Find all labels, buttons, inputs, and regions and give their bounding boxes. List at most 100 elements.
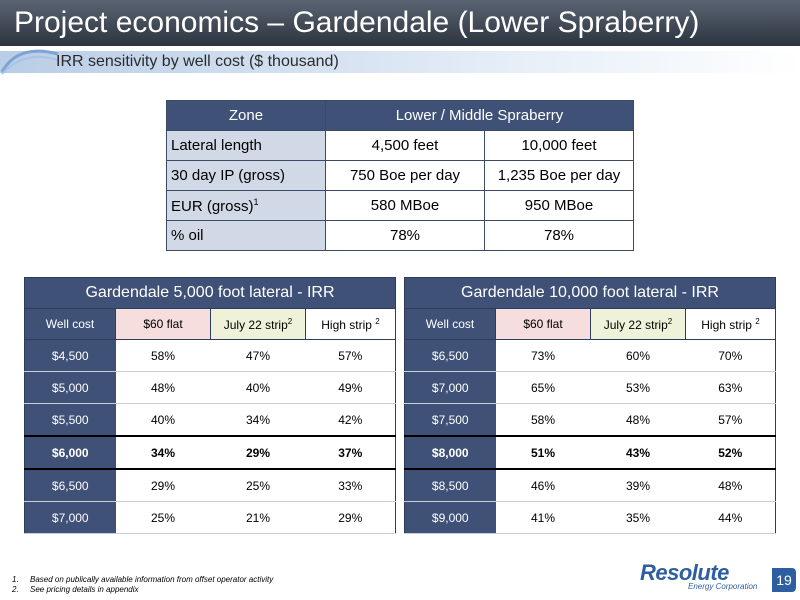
well-cost-cell: $6,500 — [404, 339, 496, 372]
col-well-cost: Well cost — [24, 308, 116, 340]
footnote-number: 1. — [12, 575, 19, 584]
irr-cell: 39% — [590, 469, 686, 502]
zone-header-value: Lower / Middle Spraberry — [325, 100, 634, 131]
col-high-strip-text: High strip — [701, 317, 752, 332]
irr-cell: 63% — [685, 371, 776, 404]
well-cost-cell: $6,000 — [24, 435, 116, 470]
swirl-decoration-icon — [0, 49, 59, 75]
well-cost-cell: $5,500 — [24, 403, 116, 437]
irr-cell: 73% — [495, 339, 591, 372]
table-row-highlighted: $8,000 51% 43% 52% — [404, 435, 776, 470]
irr-cell: 46% — [495, 469, 591, 502]
logo-wordmark: Resolute — [640, 560, 729, 585]
zone-row: % oil 78% 78% — [166, 220, 634, 251]
irr-table-title: Gardendale 5,000 foot lateral - IRR — [24, 277, 396, 309]
table-row: $8,500 46% 39% 48% — [404, 469, 776, 502]
irr-cell: 41% — [495, 501, 591, 534]
footnote-marker: 2 — [755, 316, 760, 326]
irr-cell: 25% — [115, 501, 211, 534]
footnote-marker: 2 — [375, 316, 380, 326]
zone-row-label-text: EUR (gross) — [171, 197, 254, 215]
irr-header-row: Well cost $60 flat July 22 strip2 High s… — [404, 308, 776, 340]
irr-cell: 29% — [115, 469, 211, 502]
footnotes: 1. Based on publically available informat… — [12, 575, 273, 595]
irr-table-title: Gardendale 10,000 foot lateral - IRR — [404, 277, 776, 309]
irr-cell: 21% — [210, 501, 306, 534]
col-july-strip-text: July 22 strip — [603, 317, 668, 332]
col-60-flat: $60 flat — [495, 308, 591, 340]
zone-table-header: Zone Lower / Middle Spraberry — [166, 100, 634, 131]
zone-row: Lateral length 4,500 feet 10,000 feet — [166, 130, 634, 161]
table-row: $9,000 41% 35% 44% — [404, 501, 776, 534]
irr-cell: 53% — [590, 371, 686, 404]
col-high-strip-text: High strip — [321, 317, 372, 332]
table-row-highlighted: $6,000 34% 29% 37% — [24, 435, 396, 470]
zone-cell: 1,235 Boe per day — [484, 160, 634, 191]
irr-cell: 58% — [115, 339, 211, 372]
irr-cell: 65% — [495, 371, 591, 404]
logo-subtitle: Energy Corporation — [688, 582, 758, 591]
col-july-strip: July 22 strip2 — [590, 308, 686, 340]
subtitle-band — [0, 51, 800, 73]
irr-cell: 57% — [305, 339, 396, 372]
irr-cell: 34% — [115, 435, 211, 470]
resolute-logo: Resolute Energy Corporation — [640, 562, 775, 592]
irr-cell: 43% — [590, 435, 686, 470]
zone-row: 30 day IP (gross) 750 Boe per day 1,235 … — [166, 160, 634, 191]
irr-cell: 42% — [305, 403, 396, 437]
irr-cell: 48% — [115, 371, 211, 404]
irr-cell: 48% — [590, 403, 686, 437]
irr-cell: 37% — [305, 435, 396, 470]
col-july-strip: July 22 strip2 — [210, 308, 306, 340]
irr-cell: 33% — [305, 469, 396, 502]
zone-table: Zone Lower / Middle Spraberry Lateral le… — [166, 100, 634, 251]
zone-cell: 950 MBoe — [484, 190, 634, 221]
footnote-marker: 1 — [253, 196, 259, 207]
irr-cell: 70% — [685, 339, 776, 372]
col-60-flat: $60 flat — [115, 308, 211, 340]
zone-row-label-text: 30 day IP (gross) — [171, 167, 285, 184]
zone-cell: 78% — [325, 220, 485, 251]
irr-table-5000: Gardendale 5,000 foot lateral - IRR Well… — [24, 277, 396, 534]
footnote-marker: 2 — [287, 316, 293, 326]
subtitle: IRR sensitivity by well cost ($ thousand… — [56, 53, 339, 70]
subtitle-bar: IRR sensitivity by well cost ($ thousand… — [0, 48, 800, 76]
col-well-cost: Well cost — [404, 308, 496, 340]
irr-cell: 44% — [685, 501, 776, 534]
irr-cell: 40% — [210, 371, 306, 404]
irr-cell: 51% — [495, 435, 591, 470]
table-row: $5,000 48% 40% 49% — [24, 371, 396, 404]
irr-cell: 35% — [590, 501, 686, 534]
table-row: $4,500 58% 47% 57% — [24, 339, 396, 372]
zone-cell: 580 MBoe — [325, 190, 485, 221]
zone-cell: 750 Boe per day — [325, 160, 485, 191]
table-row: $5,500 40% 34% 42% — [24, 403, 396, 437]
irr-cell: 58% — [495, 403, 591, 437]
table-row: $6,500 29% 25% 33% — [24, 469, 396, 502]
footnote-text: See pricing details in appendix — [30, 585, 139, 594]
col-high-strip: High strip 2 — [685, 308, 776, 340]
footnote-marker: 2 — [667, 316, 673, 326]
irr-cell: 52% — [685, 435, 776, 470]
well-cost-cell: $8,500 — [404, 469, 496, 502]
col-high-strip: High strip 2 — [305, 308, 396, 340]
zone-row-label: 30 day IP (gross) — [166, 160, 326, 191]
well-cost-cell: $6,500 — [24, 469, 116, 502]
irr-cell: 60% — [590, 339, 686, 372]
irr-cell: 34% — [210, 403, 306, 437]
title-bar: Project economics – Gardendale (Lower Sp… — [0, 0, 800, 46]
table-row: $7,500 58% 48% 57% — [404, 403, 776, 437]
well-cost-cell: $5,000 — [24, 371, 116, 404]
page-title: Project economics – Gardendale (Lower Sp… — [14, 6, 700, 39]
col-july-strip-text: July 22 strip — [223, 317, 288, 332]
irr-cell: 47% — [210, 339, 306, 372]
zone-row-label-text: Lateral length — [171, 137, 262, 154]
zone-row-label: Lateral length — [166, 130, 326, 161]
irr-cell: 40% — [115, 403, 211, 437]
well-cost-cell: $7,000 — [24, 501, 116, 534]
footnote: 1. Based on publically available informat… — [12, 575, 273, 585]
irr-cell: 29% — [210, 435, 306, 470]
table-row: $7,000 65% 53% 63% — [404, 371, 776, 404]
well-cost-cell: $7,500 — [404, 403, 496, 437]
irr-cell: 29% — [305, 501, 396, 534]
